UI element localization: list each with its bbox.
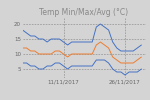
Title: Temp Min/Max/Avg (°C): Temp Min/Max/Avg (°C): [39, 8, 129, 17]
